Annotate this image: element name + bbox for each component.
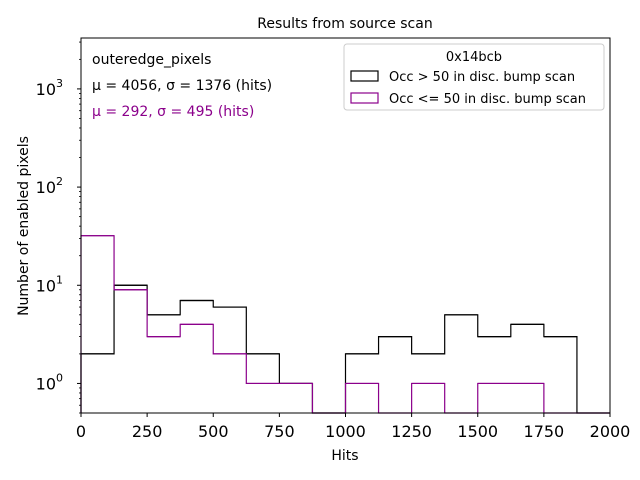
plot-area: 0 250 500 750 1000 1250 1500 1750 20001001011021…	[36, 37, 631, 441]
x-tick-label: 750	[264, 422, 295, 441]
legend-title: 0x14bcb	[446, 50, 502, 65]
legend-swatch-above-threshold	[350, 70, 379, 82]
y-axis-label: Number of enabled pixels	[16, 136, 32, 316]
legend-frame	[343, 43, 605, 111]
x-tick-label: 1250	[391, 422, 432, 441]
chart-title: Results from source scan	[257, 16, 432, 32]
legend: 0x14bcb Occ > 50 in disc. bump scan Occ …	[343, 43, 605, 111]
x-tick-label: 1750	[524, 422, 565, 441]
x-tick-label: 2000	[590, 422, 631, 441]
x-tick-label: 1500	[457, 422, 498, 441]
annotation-dataset-name: outeredge_pixels	[92, 52, 211, 68]
x-tick-label: 1000	[325, 422, 366, 441]
legend-label-below-threshold: Occ <= 50 in disc. bump scan	[389, 92, 586, 107]
x-tick-label: 0	[76, 422, 86, 441]
annotation-stats-below-threshold: μ = 292, σ = 495 (hits)	[92, 104, 254, 120]
annotation-stats-above-threshold: μ = 4056, σ = 1376 (hits)	[92, 78, 272, 94]
x-axis-label: Hits	[331, 448, 358, 464]
legend-label-above-threshold: Occ > 50 in disc. bump scan	[389, 70, 575, 85]
legend-swatch-below-threshold	[350, 92, 379, 104]
x-tick-label: 500	[198, 422, 229, 441]
x-tick-label: 250	[132, 422, 163, 441]
